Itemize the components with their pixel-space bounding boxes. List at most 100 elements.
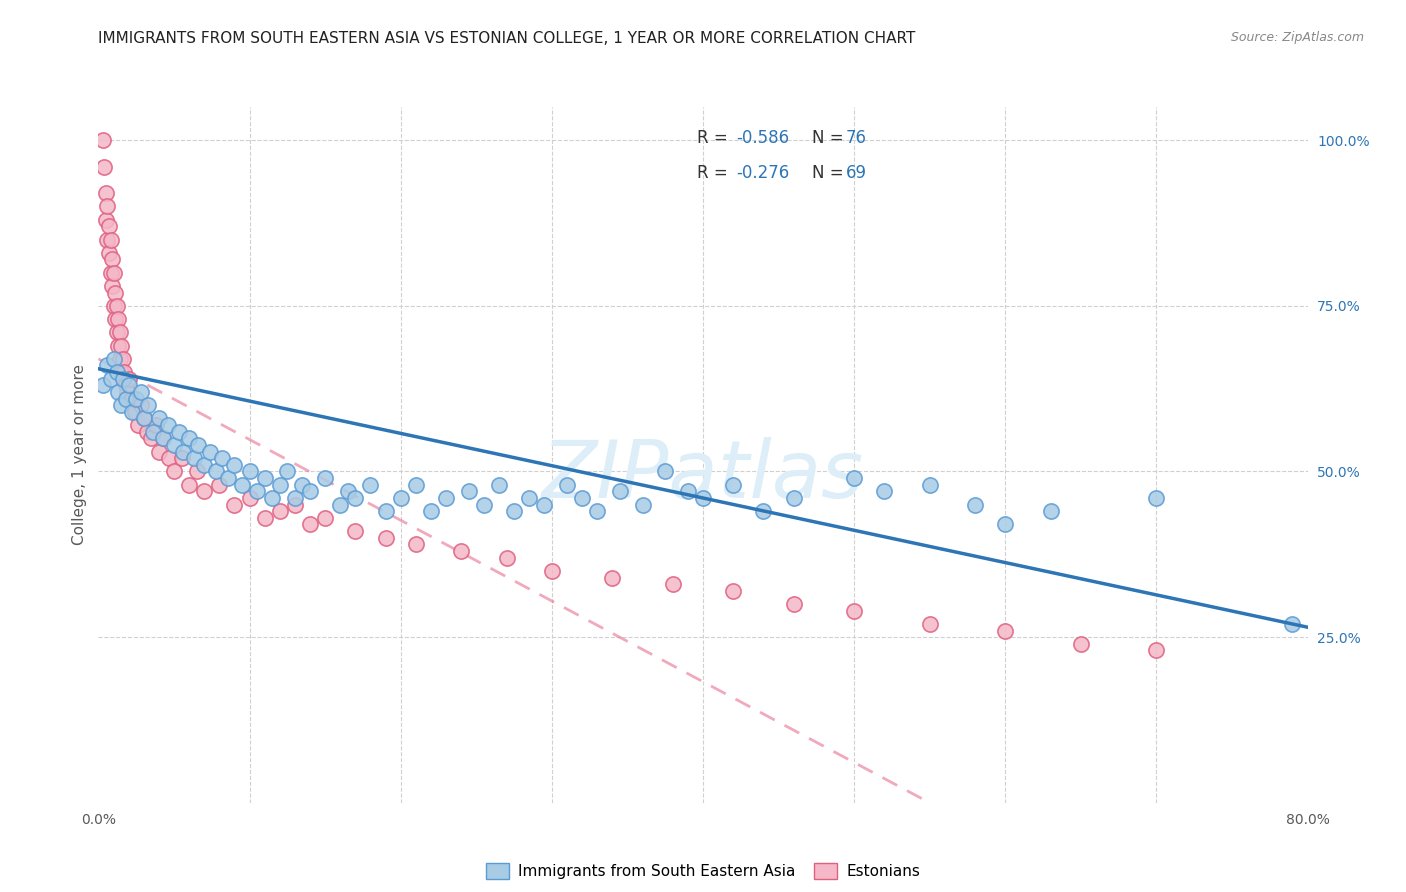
Point <box>105 365 128 379</box>
Point <box>148 444 170 458</box>
Point <box>163 465 186 479</box>
Point <box>141 431 163 445</box>
Point <box>533 498 555 512</box>
Point <box>100 266 122 280</box>
Point <box>118 378 141 392</box>
Point <box>276 465 298 479</box>
Point <box>253 471 276 485</box>
Point <box>167 425 190 439</box>
Point <box>217 471 239 485</box>
Point <box>299 517 322 532</box>
Point <box>152 431 174 445</box>
Point <box>783 491 806 505</box>
Text: -0.276: -0.276 <box>737 164 790 182</box>
Point <box>1281 616 1303 631</box>
Point <box>179 477 201 491</box>
Point <box>108 351 131 366</box>
Point <box>200 444 222 458</box>
Point <box>540 564 562 578</box>
Point <box>103 351 125 366</box>
Point <box>156 418 179 433</box>
Point <box>329 498 352 512</box>
Point <box>450 544 472 558</box>
Point <box>172 444 194 458</box>
Point <box>844 471 866 485</box>
Point <box>609 484 631 499</box>
Point <box>344 491 367 505</box>
Point <box>148 411 170 425</box>
Point <box>103 266 125 280</box>
Point <box>517 491 540 505</box>
Point <box>96 233 118 247</box>
Point <box>118 372 141 386</box>
Point <box>752 504 775 518</box>
Point <box>654 465 676 479</box>
Point <box>420 504 443 518</box>
Point <box>101 279 124 293</box>
Point <box>571 491 593 505</box>
Point <box>205 465 228 479</box>
Point <box>107 312 129 326</box>
Point <box>269 504 291 518</box>
Point <box>374 504 396 518</box>
Point <box>129 398 152 412</box>
Point <box>111 372 134 386</box>
Point <box>1144 643 1167 657</box>
Point <box>105 326 128 340</box>
Point <box>145 418 167 433</box>
Point <box>488 477 510 491</box>
Point <box>253 511 276 525</box>
Point <box>224 498 246 512</box>
Text: Source: ZipAtlas.com: Source: ZipAtlas.com <box>1230 31 1364 45</box>
Point <box>1039 504 1062 518</box>
Point <box>93 160 115 174</box>
Point <box>193 484 215 499</box>
Point <box>208 477 231 491</box>
Point <box>105 299 128 313</box>
Point <box>96 199 118 213</box>
Point <box>314 471 336 485</box>
Point <box>405 477 427 491</box>
Point <box>136 398 159 412</box>
Point <box>121 405 143 419</box>
Text: R =: R = <box>697 164 733 182</box>
Text: 69: 69 <box>846 164 868 182</box>
Point <box>284 498 307 512</box>
Point <box>873 484 896 499</box>
Point <box>100 233 122 247</box>
Point <box>246 484 269 499</box>
Point <box>193 458 215 472</box>
Point <box>108 326 131 340</box>
Point <box>110 338 132 352</box>
Point <box>360 477 382 491</box>
Point <box>631 498 654 512</box>
Point <box>965 498 987 512</box>
Point <box>127 418 149 433</box>
Point <box>132 411 155 425</box>
Point <box>96 359 118 373</box>
Point <box>135 425 157 439</box>
Point <box>389 491 412 505</box>
Y-axis label: College, 1 year or more: College, 1 year or more <box>72 365 87 545</box>
Point <box>125 392 148 406</box>
Point <box>457 484 479 499</box>
Point <box>692 491 714 505</box>
Point <box>183 451 205 466</box>
Point <box>104 312 127 326</box>
Point <box>163 438 186 452</box>
Point <box>100 372 122 386</box>
Point <box>269 477 291 491</box>
Point <box>374 531 396 545</box>
Point <box>602 570 624 584</box>
Point <box>211 451 233 466</box>
Point <box>224 458 246 472</box>
Point <box>110 398 132 412</box>
Point <box>239 465 262 479</box>
Point <box>112 365 135 379</box>
Point <box>344 524 367 538</box>
Point <box>94 186 117 201</box>
Point <box>284 491 307 505</box>
Legend: Immigrants from South Eastern Asia, Estonians: Immigrants from South Eastern Asia, Esto… <box>479 856 927 886</box>
Point <box>662 577 685 591</box>
Point <box>495 550 517 565</box>
